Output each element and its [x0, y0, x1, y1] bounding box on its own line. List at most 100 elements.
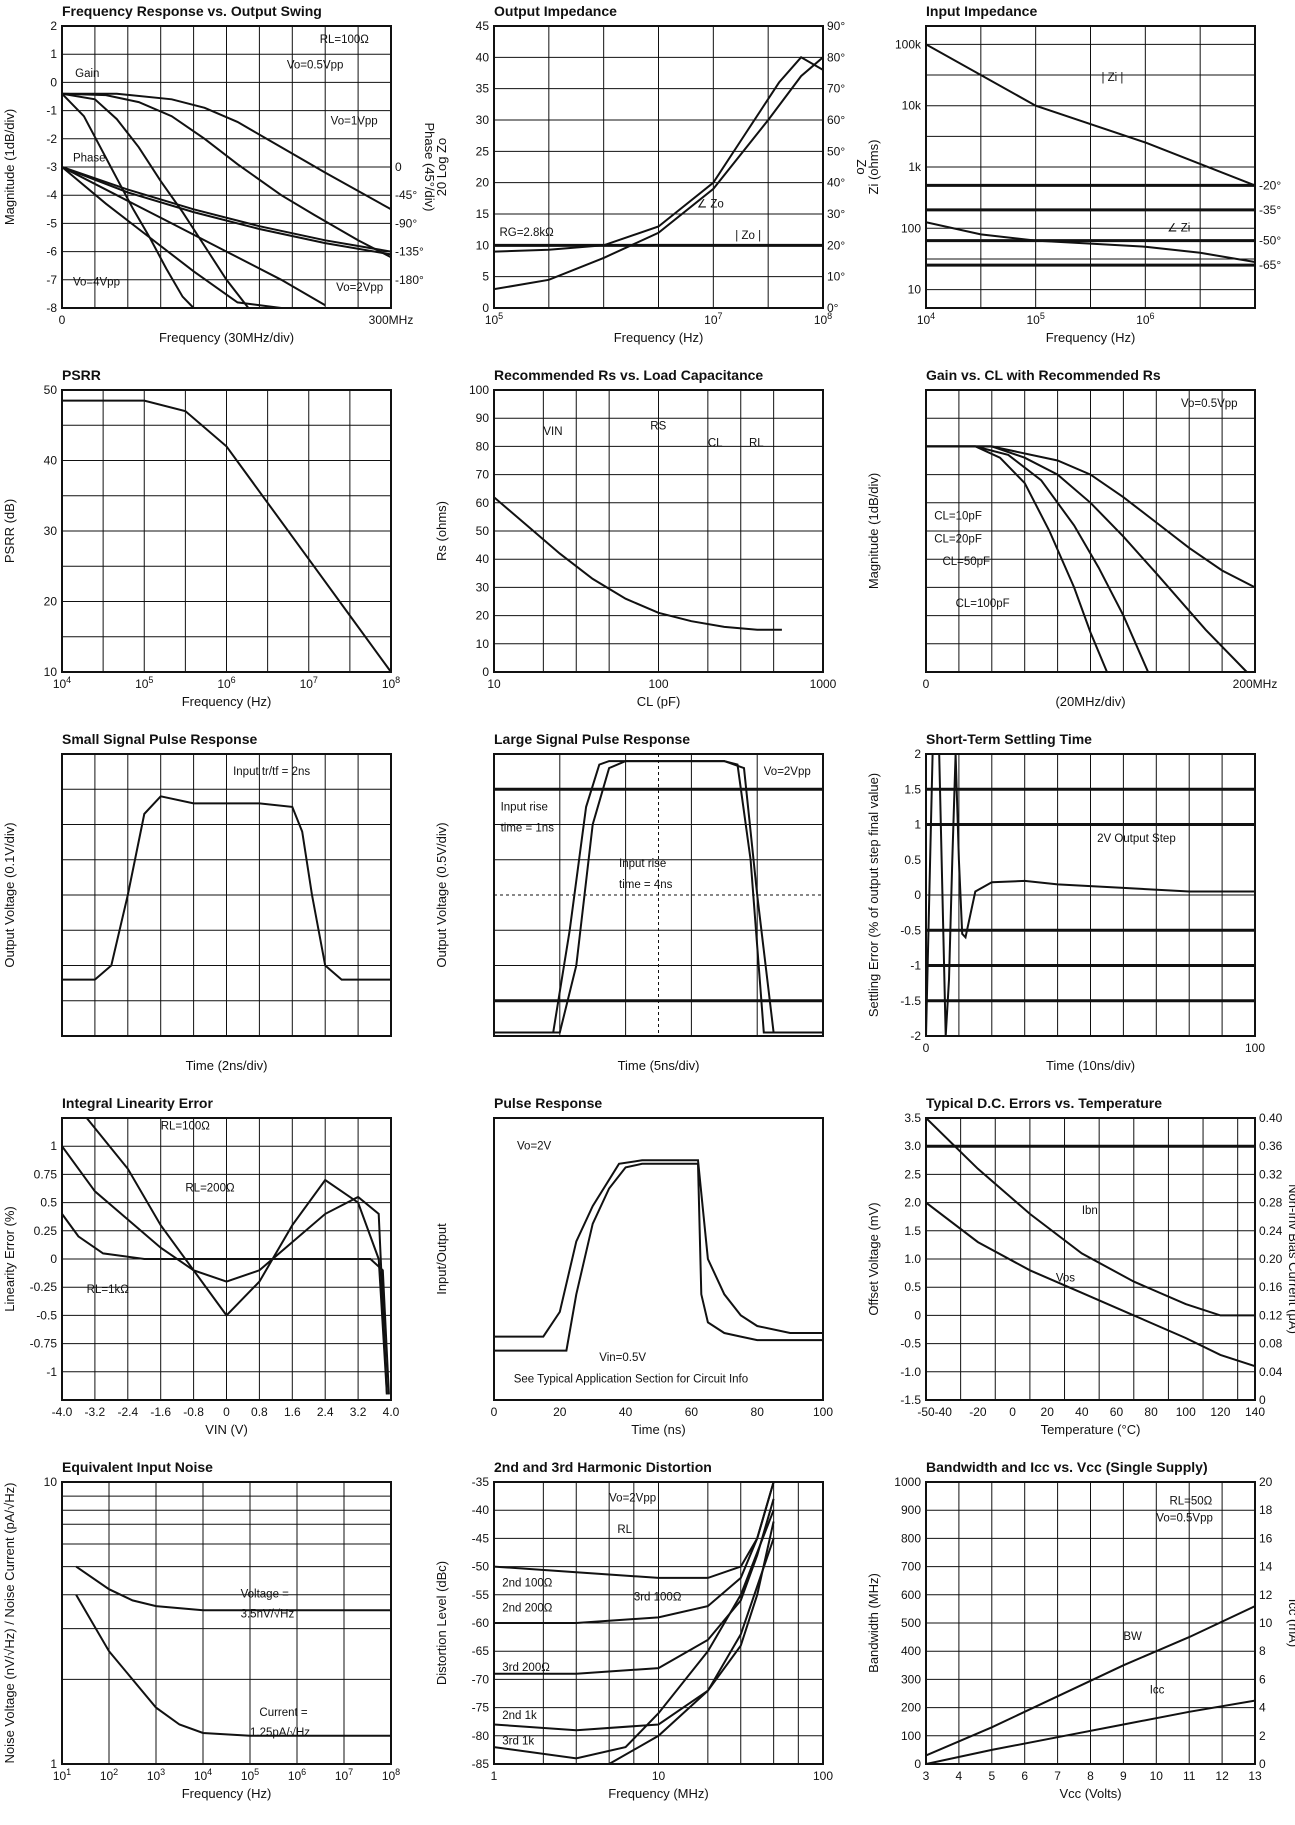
y-tick-label: 10: [44, 1475, 58, 1489]
series-line-5: [62, 166, 391, 253]
x-tick-label: -20: [969, 1405, 987, 1419]
y2-tick-label: -35°: [1259, 203, 1281, 217]
plot-frame: [925, 753, 1256, 1037]
x-tick-label: 2.4: [317, 1405, 334, 1419]
annotation-label: ∠ Zo: [697, 199, 724, 211]
x-tick-label: 20: [553, 1405, 567, 1419]
y-tick-label: 15: [476, 207, 490, 221]
x-tick-label: 105: [1026, 311, 1044, 327]
x-tick-label: 20: [1041, 1405, 1055, 1419]
x-tick-label: 60: [1110, 1405, 1124, 1419]
x-tick-label: 11: [1183, 1769, 1196, 1783]
chart-svg-freq-response: Frequency Response vs. Output Swing 0 300M…: [2, 3, 437, 345]
y-axis-label: Output Voltage (0.1V/div): [2, 822, 17, 967]
y-tick-label: 70: [476, 468, 490, 482]
y-tick-label: 10: [44, 665, 58, 679]
annotation-label: CL: [708, 437, 723, 449]
x-tick-label: 1: [491, 1769, 498, 1783]
x-tick-label: 106: [217, 675, 235, 691]
x-tick-label: 200MHz: [1233, 677, 1278, 691]
y-tick-label: 3.0: [904, 1139, 921, 1153]
x-tick-label: 7: [1054, 1769, 1061, 1783]
y-tick-label: 10: [476, 238, 490, 252]
x-tick-label: 300MHz: [369, 313, 414, 327]
series-line-1: [62, 795, 391, 981]
chart-title: Gain vs. CL with Recommended Rs: [926, 367, 1161, 383]
x-tick-label: 4: [956, 1769, 963, 1783]
y2-tick-label: -90°: [395, 216, 417, 230]
annotation-label: RL=100Ω: [320, 34, 370, 46]
y-axis-label: Output Voltage (0.5V/div): [434, 822, 449, 967]
y-tick-label: 100k: [895, 37, 922, 51]
chart-svg-linearity: Integral Linearity Error -4.0 -3.2 -2.4 -1.6…: [2, 1095, 400, 1437]
chart-panel-linearity: Integral Linearity Error -4.0 -3.2 -2.4 -1.6…: [0, 1092, 431, 1456]
x-axis-label: Frequency (MHz): [608, 1786, 708, 1801]
x-tick-label: 108: [382, 1767, 400, 1783]
x-tick-label: 0.8: [251, 1405, 268, 1419]
x-tick-label: -2.4: [117, 1405, 138, 1419]
annotation-label: Vo=0.5Vpp: [1156, 1512, 1213, 1524]
chart-title: Short-Term Settling Time: [926, 731, 1092, 747]
y-tick-label: -5: [46, 216, 57, 230]
annotation-label: Ibn: [1082, 1205, 1098, 1217]
x-tick-label: 0: [923, 677, 930, 691]
y-tick-label: 200: [901, 1701, 921, 1715]
x-tick-label: 9: [1120, 1769, 1127, 1783]
annotation-label: time = 1ns: [501, 823, 555, 835]
y2-tick-label: 16: [1259, 1531, 1273, 1545]
y2-tick-label: -65°: [1259, 258, 1281, 272]
chart-svg-bandwidth: Bandwidth and Icc vs. Vcc (Single Supply…: [866, 1459, 1295, 1801]
y-axis-label: Noise Voltage (nV/√Hz) / Noise Current (…: [2, 1483, 17, 1764]
x-tick-label: 0: [1009, 1405, 1016, 1419]
y2-tick-label: 20: [1259, 1475, 1273, 1489]
x-tick-label: 3.2: [350, 1405, 367, 1419]
y2-tick-label: -20°: [1259, 178, 1281, 192]
y-tick-label: 0: [50, 75, 57, 89]
plot-frame: [925, 25, 1256, 309]
y2-tick-label: -180°: [395, 273, 424, 287]
annotation-label: Input tr/tf = 2ns: [233, 766, 310, 778]
chart-panel-input-impedance: Input Impedance 104 105 106 100k 10k 1k 100 10 -2…: [864, 0, 1295, 364]
annotation-label: Icc: [1150, 1685, 1165, 1697]
y-tick-label: -70: [472, 1672, 490, 1686]
x-tick-label: 106: [1136, 311, 1154, 327]
series-group: [926, 753, 1255, 1037]
x-axis-label: Frequency (Hz): [1046, 330, 1136, 345]
y2-tick-label: 90°: [827, 19, 845, 33]
y-tick-label: -1.0: [900, 1365, 921, 1379]
chart-title: Large Signal Pulse Response: [494, 731, 690, 747]
y-tick-label: 800: [901, 1531, 921, 1545]
y2-tick-label: 0: [395, 160, 402, 174]
y-axis-label: Settling Error (% of output step final v…: [866, 773, 881, 1017]
y-tick-label: 0.75: [34, 1167, 58, 1181]
y-tick-label: 700: [901, 1560, 921, 1574]
y-tick-label: -2: [46, 132, 57, 146]
annotation-label: Vo=2V: [517, 1141, 552, 1153]
x-axis-label: Time (ns): [631, 1422, 685, 1437]
annotation-label: RL=50Ω: [1169, 1496, 1212, 1508]
y-tick-label: -0.5: [900, 1337, 921, 1351]
y-tick-label: 10: [476, 637, 490, 651]
x-tick-label: 107: [300, 675, 318, 691]
chart-panel-bandwidth: Bandwidth and Icc vs. Vcc (Single Supply…: [864, 1456, 1295, 1820]
x-tick-label: 100: [813, 1769, 833, 1783]
series-line-1: [926, 1117, 1255, 1317]
annotation-label: | Zi |: [1101, 72, 1123, 84]
y2-tick-label: 6: [1259, 1672, 1266, 1686]
y2-tick-label: 0°: [827, 301, 839, 315]
x-tick-label: -1.6: [150, 1405, 171, 1419]
series-line-2: [62, 92, 391, 259]
annotation-label: RS: [650, 420, 666, 432]
series-line-2: [926, 1201, 1255, 1368]
chart-title: 2nd and 3rd Harmonic Distortion: [494, 1459, 712, 1475]
annotation-label: RL=1kΩ: [87, 1284, 130, 1296]
y-tick-label: 900: [901, 1503, 921, 1517]
y-axis-label: Input/Output: [434, 1223, 449, 1295]
y-tick-label: -8: [46, 301, 57, 315]
y-tick-label: -0.5: [36, 1308, 57, 1322]
x-axis-label: (20MHz/div): [1055, 694, 1125, 709]
x-tick-label: 105: [241, 1767, 259, 1783]
y-tick-label: 2: [50, 19, 57, 33]
